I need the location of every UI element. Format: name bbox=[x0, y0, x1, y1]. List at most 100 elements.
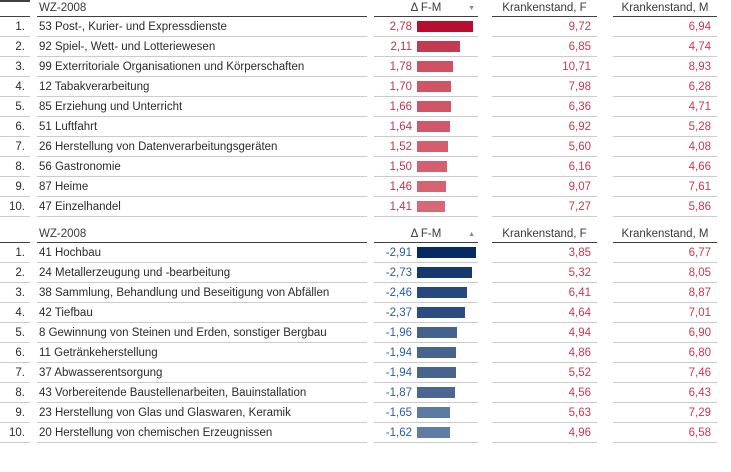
delta-cell: 2,78 bbox=[374, 17, 478, 37]
krankenstand-f-value: 6,16 bbox=[492, 157, 597, 177]
sort-descending-icon[interactable]: ▼ bbox=[468, 5, 475, 12]
delta-bar bbox=[417, 161, 447, 172]
delta-bar-track bbox=[417, 427, 478, 438]
delta-cell: -1,96 bbox=[374, 323, 478, 343]
krankenstand-f-value: 4,56 bbox=[492, 383, 597, 403]
delta-bar bbox=[417, 367, 456, 378]
krankenstand-f-value: 10,71 bbox=[492, 57, 597, 77]
rank-label: 8. bbox=[0, 383, 30, 403]
delta-value: -2,91 bbox=[385, 246, 412, 259]
table-row[interactable]: 4. 12 Tabakverarbeitung 1,70 7,98 6,28 bbox=[0, 77, 717, 97]
krankenstand-m-value: 7,29 bbox=[613, 403, 717, 423]
rank-label: 7. bbox=[0, 137, 30, 157]
krankenstand-f-column-header[interactable]: Krankenstand, F bbox=[492, 0, 597, 17]
krankenstand-m-value: 4,66 bbox=[613, 157, 717, 177]
table-row[interactable]: 6. 51 Luftfahrt 1,64 6,92 5,28 bbox=[0, 117, 717, 137]
table-row[interactable]: 3. 99 Exterritoriale Organisationen und … bbox=[0, 57, 717, 77]
delta-value: 1,70 bbox=[389, 80, 412, 93]
krankenstand-m-value: 4,71 bbox=[613, 97, 717, 117]
krankenstand-m-value: 6,80 bbox=[613, 343, 717, 363]
table-row[interactable]: 4. 42 Tiefbau -2,37 4,64 7,01 bbox=[0, 303, 717, 323]
delta-bar-track bbox=[417, 21, 478, 32]
sector-label: 99 Exterritoriale Organisationen und Kör… bbox=[37, 57, 367, 77]
delta-cell: -2,46 bbox=[374, 283, 478, 303]
table-row[interactable]: 10. 20 Herstellung von chemischen Erzeug… bbox=[0, 423, 717, 443]
table-row[interactable]: 5. 8 Gewinnung von Steinen und Erden, so… bbox=[0, 323, 717, 343]
table-row[interactable]: 7. 37 Abwasserentsorgung -1,94 5,52 7,46 bbox=[0, 363, 717, 383]
delta-value: 2,11 bbox=[390, 40, 412, 53]
delta-bar bbox=[417, 101, 451, 112]
delta-bar-track bbox=[417, 387, 478, 398]
delta-cell: 1,70 bbox=[374, 77, 478, 97]
delta-bar bbox=[417, 347, 456, 358]
delta-value: -1,87 bbox=[385, 386, 412, 399]
krankenstand-m-value: 6,90 bbox=[613, 323, 717, 343]
wz2008-column-header[interactable]: WZ-2008 bbox=[37, 226, 367, 243]
table-row[interactable]: 8. 43 Vorbereitende Baustellenarbeiten, … bbox=[0, 383, 717, 403]
table-row[interactable]: 3. 38 Sammlung, Behandlung und Beseitigu… bbox=[0, 283, 717, 303]
delta-bar-track bbox=[417, 267, 478, 278]
table-body: 1. 41 Hochbau -2,91 3,85 6,77 2. 24 Meta… bbox=[0, 243, 717, 443]
wz2008-column-header[interactable]: WZ-2008 bbox=[37, 0, 367, 17]
krankenstand-f-value: 3,85 bbox=[492, 243, 597, 263]
delta-bar-track bbox=[417, 201, 478, 212]
rank-label: 7. bbox=[0, 363, 30, 383]
krankenstand-m-value: 8,87 bbox=[613, 283, 717, 303]
delta-bar-track bbox=[417, 41, 478, 52]
rank-label: 9. bbox=[0, 177, 30, 197]
krankenstand-m-value: 7,46 bbox=[613, 363, 717, 383]
table-row[interactable]: 7. 26 Herstellung von Datenverarbeitungs… bbox=[0, 137, 717, 157]
delta-value: -2,73 bbox=[385, 266, 412, 279]
delta-bar-track bbox=[417, 287, 478, 298]
krankenstand-f-column-header[interactable]: Krankenstand, F bbox=[492, 226, 597, 243]
krankenstand-f-value: 6,92 bbox=[492, 117, 597, 137]
krankenstand-f-value: 4,86 bbox=[492, 343, 597, 363]
delta-bar-track bbox=[417, 101, 478, 112]
table-row[interactable]: 10. 47 Einzelhandel 1,41 7,27 5,86 bbox=[0, 197, 717, 217]
krankenstand-m-value: 8,93 bbox=[613, 57, 717, 77]
delta-bar bbox=[417, 407, 450, 418]
delta-value: -1,94 bbox=[385, 346, 412, 359]
rank-label: 2. bbox=[0, 37, 30, 57]
krankenstand-m-value: 7,61 bbox=[613, 177, 717, 197]
table-row[interactable]: 2. 24 Metallerzeugung und -bearbeitung -… bbox=[0, 263, 717, 283]
sector-label: 38 Sammlung, Behandlung und Beseitigung … bbox=[37, 283, 367, 303]
delta-cell: -1,94 bbox=[374, 363, 478, 383]
krankenstand-f-value: 7,27 bbox=[492, 197, 597, 217]
delta-cell: 1,50 bbox=[374, 157, 478, 177]
table-row[interactable]: 9. 87 Heime 1,46 9,07 7,61 bbox=[0, 177, 717, 197]
delta-bar bbox=[417, 21, 473, 32]
krankenstand-f-value: 4,94 bbox=[492, 323, 597, 343]
delta-bar-track bbox=[417, 247, 478, 258]
table-row[interactable]: 6. 11 Getränkeherstellung -1,94 4,86 6,8… bbox=[0, 343, 717, 363]
delta-value: 1,64 bbox=[389, 120, 412, 133]
table-body: 1. 53 Post-, Kurier- und Expressdienste … bbox=[0, 17, 717, 217]
delta-fm-column-header[interactable]: Δ F-M ▲ bbox=[374, 226, 478, 243]
delta-bar bbox=[417, 121, 450, 132]
krankenstand-m-column-header[interactable]: Krankenstand, M bbox=[613, 0, 717, 17]
delta-value: -1,94 bbox=[385, 366, 412, 379]
sector-label: 47 Einzelhandel bbox=[37, 197, 367, 217]
table-row[interactable]: 1. 41 Hochbau -2,91 3,85 6,77 bbox=[0, 243, 717, 263]
table-row[interactable]: 1. 53 Post-, Kurier- und Expressdienste … bbox=[0, 17, 717, 37]
krankenstand-m-column-header[interactable]: Krankenstand, M bbox=[613, 226, 717, 243]
krankenstand-m-value: 7,01 bbox=[613, 303, 717, 323]
delta-bar bbox=[417, 327, 457, 338]
krankenstand-m-value: 6,77 bbox=[613, 243, 717, 263]
delta-value: -2,37 bbox=[385, 306, 412, 319]
rank-label: 10. bbox=[0, 423, 30, 443]
delta-bar bbox=[417, 181, 446, 192]
rank-label: 3. bbox=[0, 283, 30, 303]
krankenstand-f-value: 7,98 bbox=[492, 77, 597, 97]
table-row[interactable]: 5. 85 Erziehung und Unterricht 1,66 6,36… bbox=[0, 97, 717, 117]
krankenstand-m-value: 4,08 bbox=[613, 137, 717, 157]
table-row[interactable]: 2. 92 Spiel-, Wett- und Lotteriewesen 2,… bbox=[0, 37, 717, 57]
delta-bar bbox=[417, 387, 455, 398]
rank-column-header bbox=[0, 0, 30, 17]
sort-ascending-icon[interactable]: ▲ bbox=[468, 231, 475, 238]
delta-bar bbox=[417, 81, 451, 92]
krankenstand-f-value: 4,64 bbox=[492, 303, 597, 323]
table-row[interactable]: 9. 23 Herstellung von Glas und Glaswaren… bbox=[0, 403, 717, 423]
delta-fm-column-header[interactable]: Δ F-M ▼ bbox=[374, 0, 478, 17]
table-row[interactable]: 8. 56 Gastronomie 1,50 6,16 4,66 bbox=[0, 157, 717, 177]
